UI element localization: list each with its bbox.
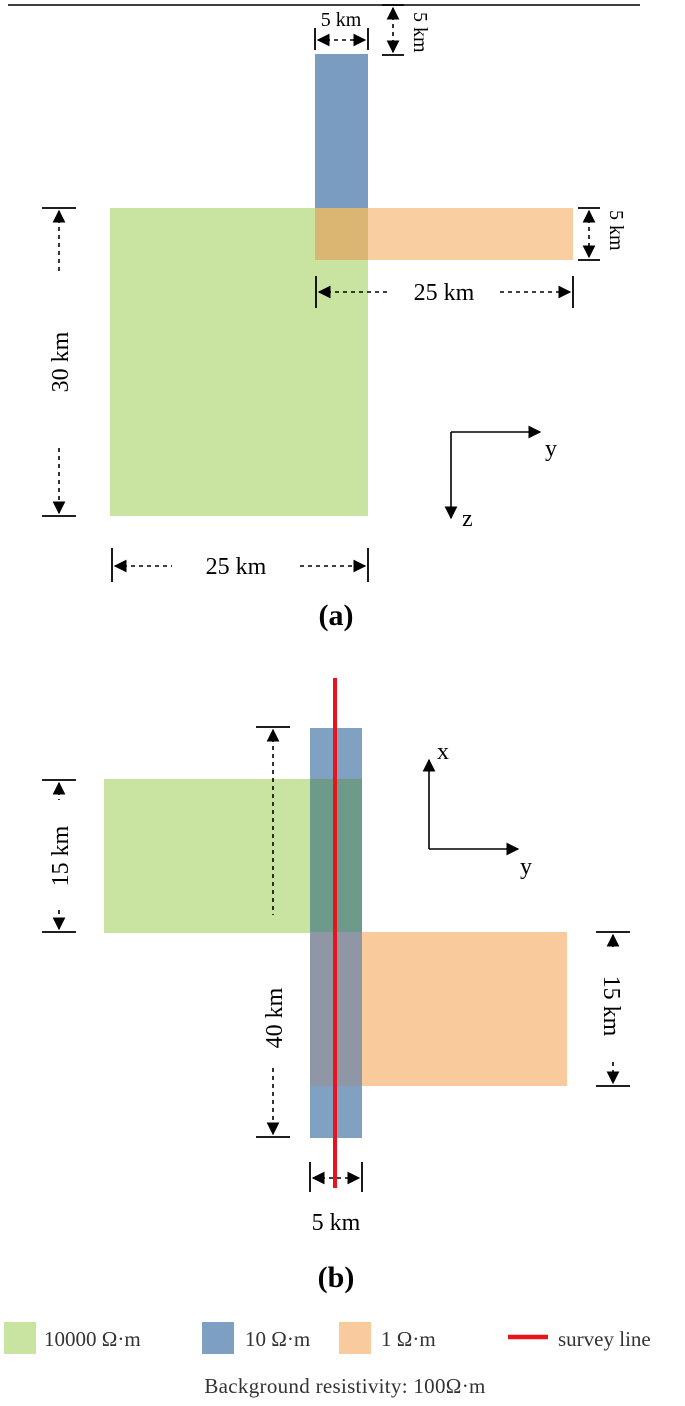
dim-blue-width-b: 5 km [312, 1210, 361, 1236]
background-resistivity-note: Background resistivity: 100Ω·m [204, 1374, 485, 1398]
blue-block-a [315, 54, 368, 208]
axis-z-label-a: z [462, 506, 473, 532]
dim-green-height-b: 15 km [48, 825, 74, 886]
dim-green-width-a: 25 km [206, 554, 267, 580]
axis-x-label-b: x [437, 739, 449, 765]
dim-orange-width-a: 25 km [414, 280, 475, 306]
dim-green-height-a: 30 km [48, 331, 74, 392]
legend-label-blue: 10 Ω·m [245, 1327, 310, 1351]
panel-a-label: (a) [319, 599, 354, 632]
panel-b: 15 km 40 km 15 km 5 km x y (b) [42, 678, 630, 1294]
dim-blue-height-a: 5 km [409, 12, 431, 53]
dim-orange-height-b: 15 km [598, 976, 624, 1037]
legend-swatch-orange [339, 1322, 371, 1354]
panel-b-label: (b) [318, 1261, 355, 1294]
axis-y-label-b: y [520, 854, 532, 880]
dim-blue-width-a: 5 km [321, 9, 362, 31]
legend-swatch-green [4, 1322, 36, 1354]
panel-a: 5 km 5 km 5 km 25 km 30 km 25 km y z [42, 4, 627, 632]
legend-swatch-blue [202, 1322, 234, 1354]
legend-label-survey-line: survey line [558, 1327, 651, 1351]
dim-orange-height-a: 5 km [605, 210, 627, 251]
dim-blue-length-b: 40 km [262, 987, 288, 1048]
legend-label-orange: 1 Ω·m [381, 1327, 436, 1351]
overlap-a [315, 208, 368, 260]
legend: 10000 Ω·m 10 Ω·m 1 Ω·m survey line Backg… [4, 1322, 651, 1398]
legend-label-green: 10000 Ω·m [44, 1327, 141, 1351]
axis-y-label-a: y [545, 436, 557, 462]
